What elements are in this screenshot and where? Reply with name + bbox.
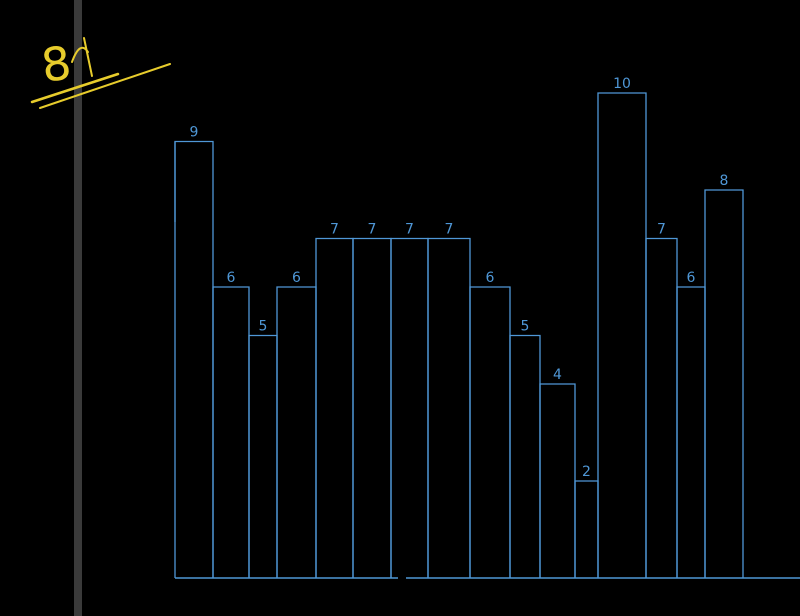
bar-label-13: 10 [613, 76, 631, 92]
annotation-text: 8 [38, 35, 75, 93]
bar-5 [315, 237, 354, 578]
bar-2 [212, 286, 250, 578]
bar-13 [597, 92, 647, 578]
bar-7 [390, 237, 429, 578]
bar-label-11: 4 [553, 367, 562, 383]
canvas-divider[interactable] [74, 0, 82, 616]
bar-label-6: 7 [368, 222, 377, 238]
annotation-underline-1 [30, 72, 120, 104]
bar-15 [676, 286, 706, 578]
bar-11 [539, 383, 576, 578]
bar-label-1: 9 [190, 125, 199, 141]
bar-labels-group: 9 6 5 6 7 7 7 7 6 5 4 2 10 7 6 8 [190, 76, 729, 480]
bar-label-8: 7 [445, 222, 454, 238]
bar-label-10: 5 [521, 319, 530, 335]
bar-16 [704, 189, 744, 578]
bar-1 [174, 140, 214, 578]
bar-label-15: 6 [687, 270, 696, 286]
bar-label-2: 6 [227, 270, 236, 286]
bars-group [174, 92, 744, 578]
handwritten-annotation: 8 [30, 35, 171, 109]
bar-label-4: 6 [292, 270, 301, 286]
bar-label-12: 2 [582, 464, 591, 480]
annotation-hook-stroke [71, 37, 93, 77]
bar-8 [427, 237, 471, 578]
bar-label-9: 6 [486, 270, 495, 286]
bar-label-5: 7 [330, 222, 339, 238]
annotation-underline-2 [39, 63, 171, 109]
bar-label-7: 7 [405, 222, 414, 238]
bar-3 [248, 334, 278, 578]
bar-label-14: 7 [657, 222, 666, 238]
bar-label-3: 5 [259, 319, 268, 335]
bar-6 [352, 237, 392, 578]
bar-4 [276, 286, 317, 578]
bar-10 [509, 334, 541, 578]
bar-label-16: 8 [720, 173, 729, 189]
bar-14 [645, 237, 678, 578]
bar-12 [574, 480, 599, 578]
bar-9 [469, 286, 511, 578]
